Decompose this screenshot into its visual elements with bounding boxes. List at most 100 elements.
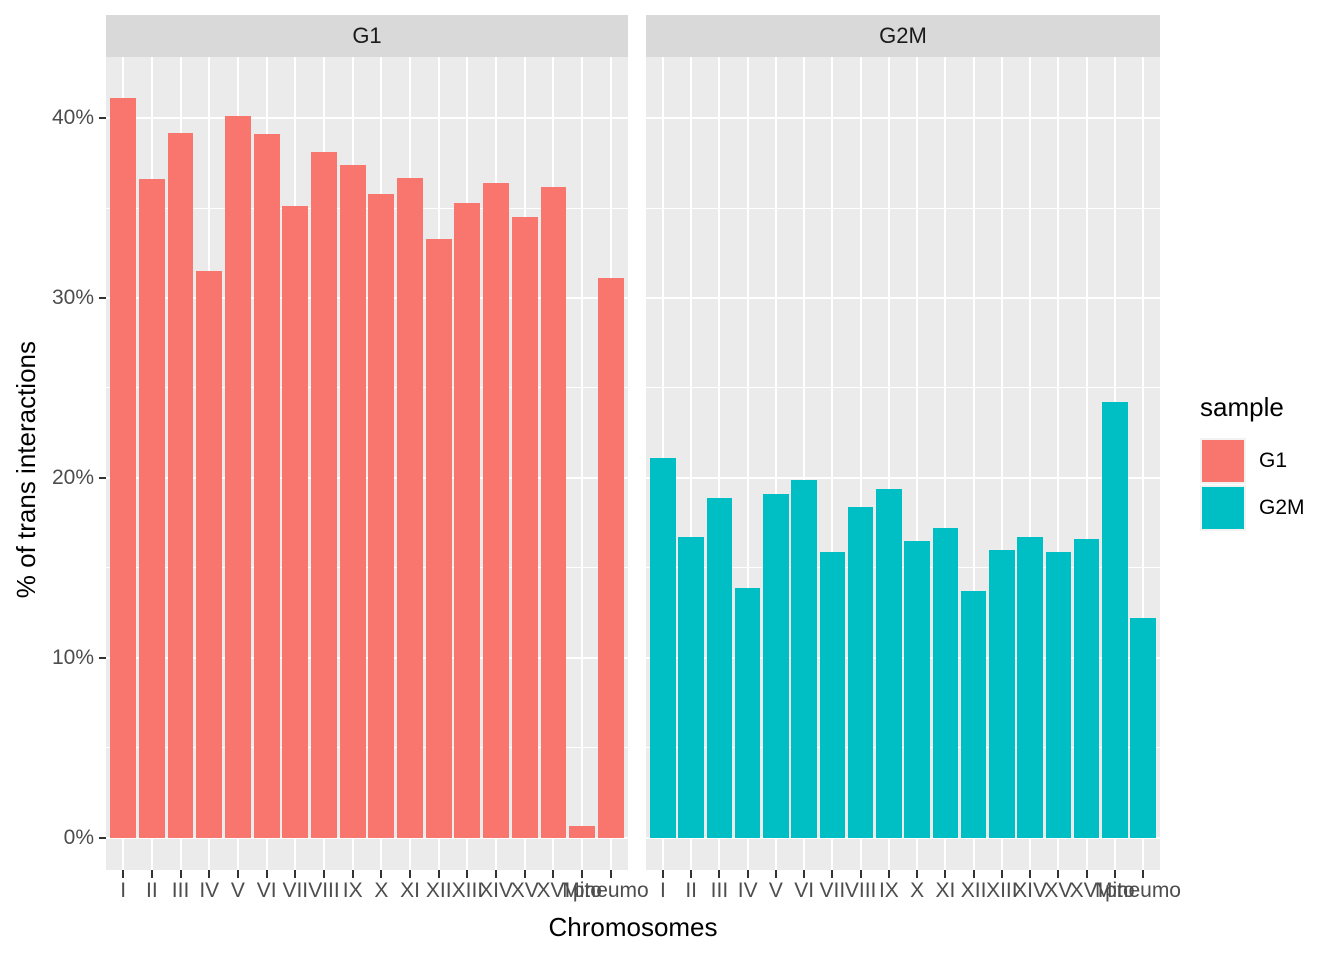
x-tick-label: IV	[199, 879, 220, 902]
x-tick-label: III	[710, 879, 729, 902]
x-tick-label: II	[146, 879, 158, 902]
bar-G2M-XV	[1045, 551, 1072, 838]
x-tick-mark	[1000, 870, 1003, 878]
gridline-x-major	[1057, 57, 1060, 870]
x-tick-mark	[1057, 870, 1060, 878]
x-tick-label: XIII	[986, 879, 1018, 902]
gridline-y-major	[646, 476, 1160, 479]
x-tick-mark	[351, 870, 354, 878]
plot-panel-g1	[106, 57, 628, 870]
x-tick-mark	[831, 870, 834, 878]
bar-G1-XIII	[454, 202, 481, 838]
bar-G1-X	[368, 193, 395, 838]
bar-G1-VIII	[311, 152, 337, 838]
bar-G2M-II	[678, 537, 704, 838]
bar-G2M-XII	[960, 591, 987, 838]
x-axis-title: Chromosomes	[548, 912, 718, 942]
gridline-x-major	[972, 57, 975, 870]
gridline-y-minor	[106, 567, 628, 569]
x-tick-label: V	[230, 879, 245, 902]
bar-G2M-XI	[932, 528, 959, 838]
x-tick-label: I	[120, 879, 127, 902]
x-tick-mark	[718, 870, 721, 878]
gridline-y-major	[646, 297, 1160, 300]
legend-title: sample	[1200, 392, 1284, 422]
x-tick-mark	[265, 870, 268, 878]
x-tick-label: XI	[400, 879, 420, 902]
bar-G1-I	[110, 98, 137, 838]
x-tick-mark	[972, 870, 975, 878]
x-tick-mark	[208, 870, 211, 878]
bar-G2M-IV	[734, 587, 761, 838]
x-tick-label: XII	[960, 879, 987, 902]
x-tick-label: XV	[1044, 879, 1073, 902]
x-tick-label: VI	[794, 879, 815, 902]
gridline-x-major	[746, 57, 749, 870]
facet-strip-label: G1	[352, 23, 382, 48]
bar-G1-VII	[282, 206, 309, 838]
facet-strip-g1: G1	[106, 15, 628, 57]
x-tick-label: XVI	[536, 879, 571, 902]
gridline-y-major	[106, 836, 628, 839]
y-tick-label: 20%	[51, 465, 94, 489]
legend-entry-g2m: G2M	[1200, 485, 1344, 531]
x-tick-label: XI	[935, 879, 956, 902]
bar-G2M-IX	[876, 488, 902, 838]
bar-G2M-I	[650, 458, 676, 838]
legend-swatch-g1	[1200, 438, 1246, 484]
x-tick-mark	[552, 870, 555, 878]
x-tick-label: II	[685, 879, 698, 902]
bar-G1-XII	[425, 238, 452, 838]
x-tick-mark	[466, 870, 469, 878]
gridline-x-major	[944, 57, 947, 870]
x-tick-label: XV	[510, 879, 539, 902]
x-tick-label: IV	[737, 879, 758, 902]
legend-swatch-g2m	[1200, 485, 1246, 531]
x-tick-mark	[380, 870, 383, 878]
y-tick-mark	[99, 117, 107, 120]
x-tick-mark	[322, 870, 325, 878]
gridline-x-major	[581, 57, 584, 870]
x-tick-mark	[495, 870, 498, 878]
x-tick-mark	[150, 870, 153, 878]
y-axis: 0% 10% 20% 30% 40%	[0, 0, 110, 960]
bar-G2M-III	[706, 497, 733, 838]
gridline-x-major	[690, 57, 693, 870]
x-tick-mark	[294, 870, 297, 878]
x-tick-label: VIII	[308, 879, 340, 902]
x-tick-mark	[122, 870, 125, 878]
gridline-y-major	[106, 297, 628, 300]
x-tick-mark	[916, 870, 919, 878]
gridline-y-major	[646, 836, 1160, 839]
x-tick-label: IX	[878, 879, 899, 902]
gridline-y-major	[106, 656, 628, 659]
bar-G2M-XIV	[1017, 537, 1043, 838]
gridline-y-minor	[646, 747, 1160, 749]
x-tick-mark	[690, 870, 693, 878]
bar-G2M-V	[763, 494, 789, 838]
y-tick-mark	[99, 656, 107, 659]
bar-G2M-XIII	[989, 549, 1015, 838]
y-tick-label: 40%	[51, 106, 94, 130]
facet-g2m: G2M I II III IV V VI VII VIII IX X XI XII XIII XIV XV X…	[646, 0, 1181, 960]
gridline-x-major	[803, 57, 806, 870]
legend-entry-g1: G1	[1200, 438, 1344, 484]
gridline-x-major	[831, 57, 834, 870]
y-tick-label: 30%	[51, 286, 94, 310]
x-tick-label: XIII	[451, 879, 484, 902]
bar-G1-XIV	[483, 182, 509, 838]
bar-G2M-X	[904, 540, 930, 838]
x-tick-label: pneumo	[1105, 879, 1181, 902]
gridline-x-major	[1085, 57, 1088, 870]
x-tick-label: Mito	[1094, 879, 1135, 902]
x-tick-label: III	[171, 879, 190, 902]
legend-entry-label: G1	[1259, 449, 1288, 472]
x-tick-label: XIV	[479, 879, 513, 902]
bar-G1-V	[225, 116, 251, 838]
x-tick-mark	[179, 870, 182, 878]
legend-keys: G1 G2M	[1200, 438, 1344, 531]
gridline-x-major	[1142, 57, 1145, 870]
facet-g1: G1 I II III IV V VI VII VIII IX X XI XII XIII XIV XV XV…	[106, 0, 649, 960]
x-tick-mark	[236, 870, 239, 878]
bar-G1-III	[167, 132, 194, 838]
